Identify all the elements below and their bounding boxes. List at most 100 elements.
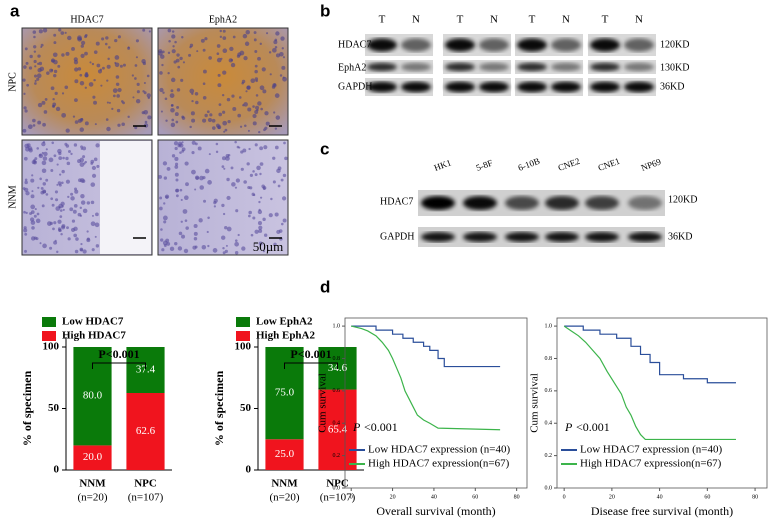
nucleus — [70, 152, 73, 156]
nucleus — [158, 174, 163, 179]
nucleus — [239, 50, 245, 56]
legend-swatch — [42, 331, 56, 341]
micrographs — [21, 27, 289, 256]
nucleus — [191, 169, 196, 175]
nucleus — [211, 118, 216, 123]
nucleus — [184, 195, 189, 200]
nucleus — [202, 95, 207, 100]
band — [421, 232, 455, 242]
nucleus — [39, 66, 45, 72]
band — [421, 196, 455, 210]
nucleus — [143, 109, 149, 115]
nucleus — [42, 182, 47, 186]
nucleus — [258, 208, 261, 212]
nucleus — [212, 126, 216, 130]
nucleus — [70, 227, 76, 232]
nucleus — [202, 82, 206, 86]
nucleus — [65, 51, 70, 56]
nucleus — [61, 181, 64, 185]
x-axis-label: Disease free survival (month) — [591, 504, 733, 518]
nucleus — [43, 151, 48, 157]
nucleus — [175, 188, 180, 193]
nucleus — [136, 82, 140, 86]
nucleus — [134, 64, 138, 67]
nucleus — [256, 165, 261, 171]
nucleus — [135, 39, 139, 43]
nucleus — [265, 121, 270, 126]
nucleus — [55, 198, 59, 202]
nucleus — [134, 77, 137, 80]
nucleus — [114, 61, 117, 64]
nucleus — [33, 45, 37, 49]
nucleus — [166, 166, 171, 171]
nucleus — [49, 246, 53, 250]
nucleus — [213, 205, 217, 208]
nucleus — [230, 166, 234, 170]
band — [445, 38, 475, 52]
band — [517, 62, 547, 72]
nucleus — [176, 53, 180, 57]
nucleus — [264, 111, 269, 116]
nucleus — [262, 217, 266, 222]
nucleus — [222, 251, 226, 255]
nucleus — [91, 173, 97, 178]
nucleus — [94, 123, 97, 126]
nucleus — [219, 29, 222, 33]
nucleus — [254, 64, 258, 68]
nucleus — [112, 88, 118, 93]
nucleus — [253, 193, 256, 197]
nucleus — [160, 228, 163, 231]
nucleus — [28, 148, 33, 153]
band — [505, 232, 539, 242]
nucleus — [80, 200, 86, 205]
nucleus — [235, 209, 239, 213]
nucleus — [51, 141, 54, 145]
x-tick-label: NNM — [79, 478, 106, 490]
nucleus — [95, 41, 100, 46]
nucleus — [196, 50, 199, 53]
nucleus — [67, 237, 71, 241]
nucleus — [179, 56, 183, 61]
value-label: 65.4 — [328, 423, 348, 435]
x-tick-label: 20 — [390, 494, 396, 500]
nucleus — [181, 141, 184, 144]
nucleus — [191, 99, 194, 103]
nucleus — [252, 113, 257, 119]
annotation: P<0.001 — [98, 347, 139, 361]
nucleus — [253, 38, 257, 42]
nucleus — [243, 102, 248, 107]
nucleus — [223, 167, 226, 170]
nucleus — [30, 236, 36, 241]
y-tick-label: 0.2 — [545, 453, 553, 459]
nucleus — [198, 218, 203, 223]
nucleus — [121, 122, 125, 126]
nucleus — [89, 61, 92, 64]
nucleus — [75, 237, 79, 241]
nucleus — [276, 168, 281, 174]
nucleus — [259, 146, 264, 151]
nucleus — [53, 240, 58, 245]
nucleus — [195, 100, 199, 105]
nucleus — [232, 106, 237, 111]
band — [401, 38, 431, 52]
x-tick-count: (n=107) — [128, 492, 164, 504]
nucleus — [262, 250, 265, 253]
nucleus — [165, 119, 168, 122]
nucleus — [114, 55, 120, 60]
nucleus — [91, 214, 94, 217]
nucleus — [57, 219, 62, 224]
nucleus — [44, 98, 48, 101]
nucleus — [227, 153, 231, 157]
nucleus — [167, 72, 170, 75]
nucleus — [34, 208, 37, 211]
value-label: 75.0 — [275, 387, 295, 399]
band — [463, 232, 497, 242]
nucleus — [46, 71, 50, 75]
value-label: 37.4 — [136, 364, 156, 376]
nucleus — [40, 187, 44, 190]
legend-label: Low HDAC7 expression (n=40) — [368, 444, 510, 456]
nucleus — [222, 246, 225, 250]
legend-swatch — [42, 317, 56, 327]
nucleus — [160, 54, 165, 59]
